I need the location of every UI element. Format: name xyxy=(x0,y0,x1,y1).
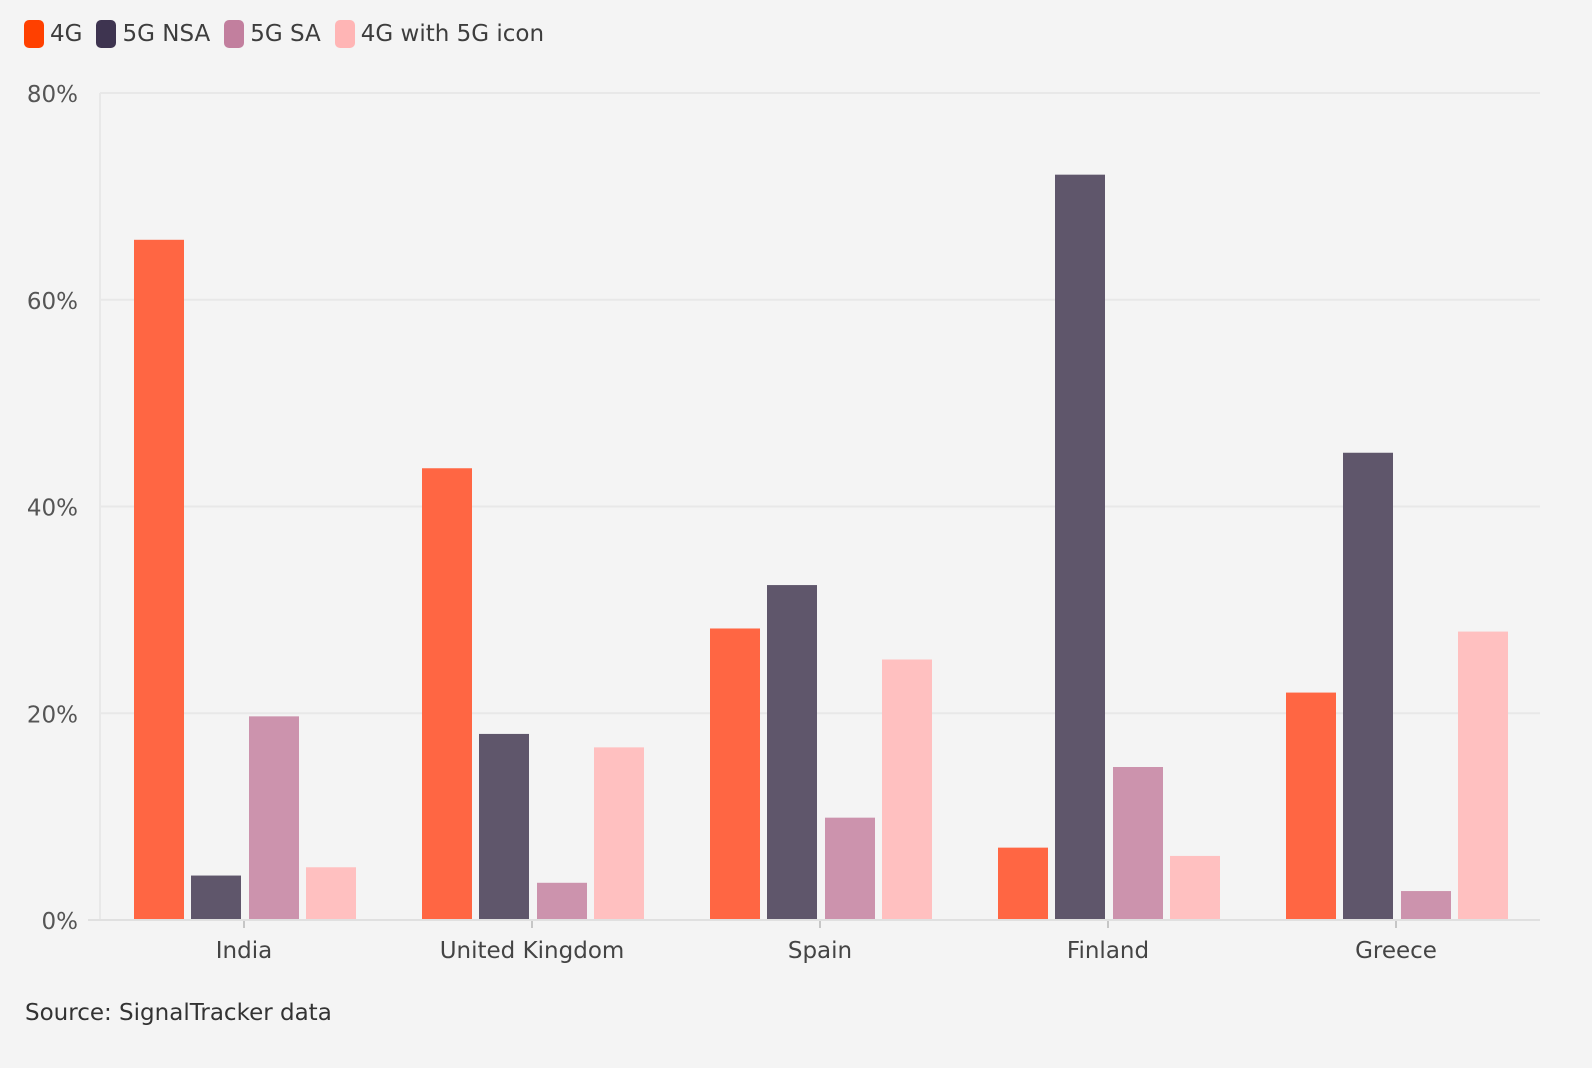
y-tick-label: 0% xyxy=(42,909,79,935)
bar-5g-nsa-spain xyxy=(767,585,817,920)
bar-4g-greece xyxy=(1286,692,1336,920)
legend-label: 4G with 5G icon xyxy=(360,21,545,47)
x-tick-label: Spain xyxy=(788,938,852,964)
legend-swatch xyxy=(224,20,245,48)
bar-4g-finland xyxy=(998,847,1048,920)
bar-4g-with-5g-icon-spain xyxy=(882,659,932,920)
bar-4g-with-5g-icon-india xyxy=(306,867,356,920)
source-note: Source: SignalTracker data xyxy=(25,1000,332,1026)
y-tick-label: 40% xyxy=(27,496,78,522)
legend-item: 4G with 5G icon xyxy=(334,20,545,48)
x-tick-label: Greece xyxy=(1355,938,1437,964)
x-tick-label: Finland xyxy=(1067,938,1149,964)
bar-4g-united-kingdom xyxy=(422,468,472,920)
legend-item: 4G xyxy=(24,20,82,48)
bar-5g-sa-spain xyxy=(825,817,875,920)
y-tick-label: 80% xyxy=(27,82,78,108)
x-tick-label: United Kingdom xyxy=(440,938,625,964)
legend-label: 4G xyxy=(50,21,83,47)
legend: 4G 5G NSA 5G SA 4G with 5G icon xyxy=(24,20,544,48)
bar-5g-sa-united-kingdom xyxy=(537,882,587,920)
legend-swatch xyxy=(334,20,355,48)
bar-5g-nsa-india xyxy=(191,875,241,920)
bar-4g-with-5g-icon-greece xyxy=(1458,631,1508,920)
legend-swatch xyxy=(96,20,117,48)
bar-5g-nsa-united-kingdom xyxy=(479,733,529,920)
bar-4g-spain xyxy=(710,628,760,920)
y-tick-label: 20% xyxy=(27,702,78,728)
legend-label: 5G SA xyxy=(250,21,321,47)
bar-4g-with-5g-icon-finland xyxy=(1170,855,1220,920)
legend-item: 5G NSA xyxy=(96,20,210,48)
bar-5g-sa-india xyxy=(249,716,299,920)
bar-4g-with-5g-icon-united-kingdom xyxy=(594,747,644,920)
bar-5g-sa-greece xyxy=(1401,891,1451,920)
x-tick-label: India xyxy=(216,938,272,964)
legend-item: 5G SA xyxy=(224,20,321,48)
legend-swatch xyxy=(24,20,44,48)
y-tick-label: 60% xyxy=(27,289,78,315)
bar-5g-nsa-greece xyxy=(1343,452,1393,920)
bar-5g-nsa-finland xyxy=(1055,174,1105,920)
bar-5g-sa-finland xyxy=(1113,767,1163,920)
legend-label: 5G NSA xyxy=(122,21,211,47)
bar-4g-india xyxy=(134,239,184,921)
